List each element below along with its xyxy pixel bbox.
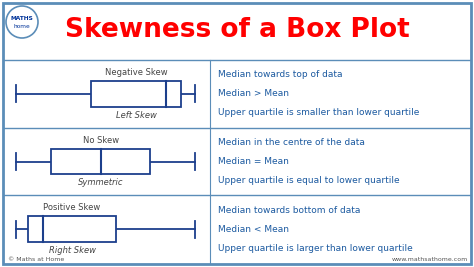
Text: Median towards bottom of data: Median towards bottom of data xyxy=(218,206,360,215)
Text: Median in the centre of the data: Median in the centre of the data xyxy=(218,138,365,147)
Text: www.mathsathome.com: www.mathsathome.com xyxy=(392,257,468,262)
Text: Median > Mean: Median > Mean xyxy=(218,89,289,98)
Text: Left Skew: Left Skew xyxy=(116,111,156,120)
Text: Positive Skew: Positive Skew xyxy=(44,203,100,212)
Text: Negative Skew: Negative Skew xyxy=(105,68,167,77)
Circle shape xyxy=(6,6,38,38)
Text: home: home xyxy=(14,25,30,29)
Bar xyxy=(27,216,116,242)
Text: Median towards top of data: Median towards top of data xyxy=(218,70,343,79)
Text: Median < Mean: Median < Mean xyxy=(218,225,289,234)
Text: Upper quartile is larger than lower quartile: Upper quartile is larger than lower quar… xyxy=(218,244,413,253)
Text: MATHS: MATHS xyxy=(10,15,33,21)
Text: No Skew: No Skew xyxy=(82,136,118,145)
Text: Right Skew: Right Skew xyxy=(48,246,96,255)
Text: Upper quartile is smaller than lower quartile: Upper quartile is smaller than lower qua… xyxy=(218,108,419,117)
Text: Upper quartile is equal to lower quartile: Upper quartile is equal to lower quartil… xyxy=(218,176,400,185)
Text: Skewness of a Box Plot: Skewness of a Box Plot xyxy=(64,17,410,43)
Text: © Maths at Home: © Maths at Home xyxy=(8,257,64,262)
Bar xyxy=(51,149,150,174)
Text: Symmetric: Symmetric xyxy=(78,178,123,187)
Text: Median = Mean: Median = Mean xyxy=(218,157,289,166)
Bar xyxy=(91,81,182,107)
